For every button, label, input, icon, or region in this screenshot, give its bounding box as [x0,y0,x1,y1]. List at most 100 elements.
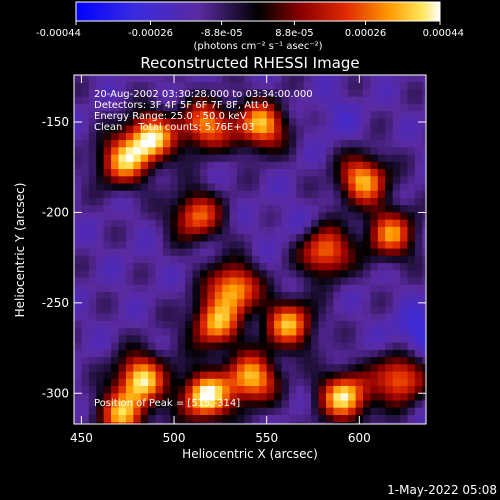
heatmap-cell [370,132,379,141]
heatmap-cell [133,234,142,242]
heatmap-cell [355,407,364,416]
heatmap-cell [244,292,253,300]
heatmap-cell [281,75,290,83]
heatmap-cell [385,263,394,271]
heatmap-cell [281,89,290,98]
heatmap-cell [318,364,327,373]
heatmap-cell [400,407,409,416]
heatmap-cell [192,299,201,307]
heatmap-cell [133,429,141,437]
heatmap-cell [74,82,82,90]
heatmap-cell [400,429,408,437]
heatmap-cell [222,205,231,213]
heatmap-cell [155,364,164,373]
heatmap-cell [207,378,216,387]
heatmap-cell [96,270,105,279]
heatmap-cell [266,292,275,300]
heatmap-cell [200,429,208,437]
heatmap-cell [140,335,149,344]
heatmap-cell [103,415,112,423]
heatmap-cell [118,96,127,105]
heatmap-cell [207,270,216,279]
heatmap-cell [318,140,327,148]
heatmap-cell [162,190,171,199]
heatmap-cell [229,263,238,271]
heatmap-cell [392,111,401,119]
heatmap-cell [96,132,105,141]
heatmap-cell [251,212,260,221]
heatmap-cell [140,342,149,351]
heatmap-cell [162,284,171,293]
heatmap-cell [422,103,426,112]
heatmap-cell [392,320,401,329]
heatmap-cell [96,299,105,307]
heatmap-cell [303,306,312,315]
heatmap-cell [229,219,238,228]
heatmap-cell [296,400,305,409]
heatmap-cell [392,183,401,192]
heatmap-cell [363,277,371,286]
heatmap-cell [251,342,260,351]
heatmap-cell [185,234,194,242]
heatmap-cell [125,320,134,329]
heatmap-cell [392,422,401,424]
heatmap-cell [244,219,253,228]
heatmap-cell [355,357,364,365]
heatmap-cell [392,198,401,206]
heatmap-cell [222,284,231,293]
heatmap-cell [385,299,394,307]
heatmap-cell [207,255,216,264]
heatmap-cell [392,270,401,279]
heatmap-cell [348,226,357,235]
heatmap-cell [274,349,283,358]
heatmap-cell [430,429,438,437]
heatmap-cell [125,118,134,127]
heatmap-cell [326,169,334,177]
heatmap-cell [148,248,157,257]
heatmap-cell [266,103,275,112]
heatmap-cell [288,393,297,402]
heatmap-cell [88,176,97,185]
heatmap-cell [281,357,290,365]
heatmap-cell [266,125,275,134]
heatmap-cell [162,393,171,402]
heatmap-cell [133,299,142,307]
heatmap-cell [170,284,179,293]
heatmap-cell [125,241,134,250]
heatmap-cell [74,320,82,329]
x-tick-label: 450 [70,431,93,445]
heatmap-cell [185,400,194,409]
heatmap-cell [318,161,327,170]
heatmap-cell [200,335,208,344]
heatmap-cell [333,212,342,221]
heatmap-cell [170,111,179,119]
heatmap-cell [296,82,305,90]
heatmap-cell [251,284,260,293]
heatmap-cell [392,212,401,221]
heatmap-cell [214,75,223,83]
heatmap-cell [288,140,297,148]
heatmap-cell [266,284,275,293]
heatmap-cell [244,263,253,271]
heatmap-cell [155,226,164,235]
heatmap-cell [363,241,371,250]
heatmap-cell [155,140,164,148]
heatmap-cell [177,349,186,358]
heatmap-cell [355,371,364,380]
heatmap-cell [400,349,409,358]
heatmap-cell [148,198,157,206]
heatmap-cell [304,429,312,437]
heatmap-cell [177,219,186,228]
heatmap-cell [348,176,357,185]
heatmap-cell [430,422,438,430]
heatmap-cell [111,335,120,344]
heatmap-cell [430,408,438,416]
heatmap-cell [237,132,245,141]
heatmap-cell [244,364,253,373]
heatmap-cell [355,349,364,358]
heatmap-cell [414,357,423,365]
heatmap-cell [251,169,260,177]
heatmap-cell [340,125,349,134]
heatmap-cell [303,154,312,163]
heatmap-cell [148,393,157,402]
